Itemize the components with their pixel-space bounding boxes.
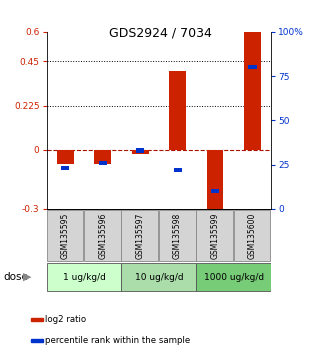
Bar bbox=[31, 318, 43, 321]
Bar bbox=[207, 150, 223, 219]
Text: 1000 ug/kg/d: 1000 ug/kg/d bbox=[204, 273, 264, 281]
Bar bbox=[31, 339, 43, 342]
Text: GSM135595: GSM135595 bbox=[61, 212, 70, 259]
Bar bbox=[244, 32, 261, 150]
Text: GSM135600: GSM135600 bbox=[248, 212, 257, 259]
Bar bbox=[47, 210, 83, 261]
Text: 10 ug/kg/d: 10 ug/kg/d bbox=[134, 273, 183, 281]
Text: 1 ug/kg/d: 1 ug/kg/d bbox=[63, 273, 105, 281]
Text: GSM135597: GSM135597 bbox=[136, 212, 145, 259]
Bar bbox=[84, 210, 121, 261]
Bar bbox=[169, 71, 186, 150]
Bar bbox=[211, 189, 219, 193]
Bar bbox=[99, 161, 107, 165]
Bar bbox=[121, 263, 196, 291]
Bar bbox=[234, 210, 271, 261]
Text: GSM135596: GSM135596 bbox=[98, 212, 107, 259]
Text: log2 ratio: log2 ratio bbox=[45, 315, 86, 324]
Bar bbox=[248, 65, 257, 69]
Bar bbox=[159, 210, 195, 261]
Bar bbox=[196, 263, 271, 291]
Text: percentile rank within the sample: percentile rank within the sample bbox=[45, 336, 190, 345]
Text: GDS2924 / 7034: GDS2924 / 7034 bbox=[109, 27, 212, 40]
Bar bbox=[196, 210, 233, 261]
Text: GSM135599: GSM135599 bbox=[211, 212, 220, 259]
Text: dose: dose bbox=[3, 272, 28, 282]
Text: ▶: ▶ bbox=[23, 272, 31, 282]
Text: GSM135598: GSM135598 bbox=[173, 212, 182, 258]
Bar bbox=[121, 210, 158, 261]
Bar bbox=[57, 150, 74, 164]
Bar bbox=[47, 263, 121, 291]
Bar bbox=[94, 150, 111, 164]
Bar bbox=[136, 148, 144, 153]
Bar bbox=[61, 166, 69, 170]
Bar bbox=[173, 168, 182, 172]
Bar bbox=[132, 150, 149, 154]
